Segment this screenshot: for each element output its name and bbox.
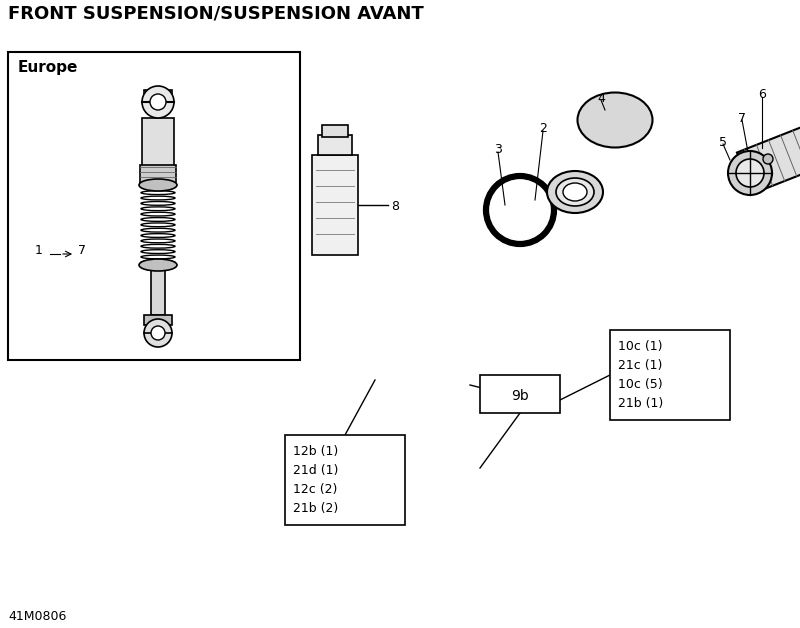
Text: 12c (2): 12c (2) [293, 483, 338, 496]
Text: 21b (1): 21b (1) [618, 397, 663, 410]
Text: 7: 7 [78, 244, 86, 256]
Text: 10c (1): 10c (1) [618, 340, 662, 353]
Bar [142, 118, 174, 185]
Bar [318, 135, 352, 155]
Text: 21b (2): 21b (2) [293, 502, 338, 515]
Ellipse shape [139, 259, 177, 271]
Text: 12b (1): 12b (1) [293, 445, 338, 458]
Bar [610, 330, 730, 420]
Text: 2: 2 [539, 122, 547, 135]
Bar [8, 52, 300, 360]
Text: 4: 4 [597, 92, 605, 105]
Text: 9b: 9b [511, 389, 529, 403]
Bar [151, 270, 165, 315]
Text: 7: 7 [738, 112, 746, 125]
Text: Europe: Europe [18, 60, 78, 75]
Bar [312, 155, 358, 255]
Bar [285, 435, 405, 525]
Bar [322, 125, 348, 137]
Circle shape [142, 86, 174, 118]
Text: 10c (5): 10c (5) [618, 378, 662, 391]
Text: 41M0806: 41M0806 [8, 610, 66, 623]
Bar [144, 315, 172, 325]
Bar [480, 375, 560, 413]
Polygon shape [737, 119, 800, 193]
Text: 5: 5 [719, 136, 727, 149]
Text: 21d (1): 21d (1) [293, 464, 338, 477]
Text: 1: 1 [35, 244, 43, 256]
Ellipse shape [578, 92, 653, 148]
Circle shape [150, 94, 166, 110]
Text: 3: 3 [494, 143, 502, 156]
Circle shape [728, 151, 772, 195]
Circle shape [763, 154, 773, 164]
Text: FRONT SUSPENSION/SUSPENSION AVANT: FRONT SUSPENSION/SUSPENSION AVANT [8, 5, 424, 23]
Circle shape [736, 159, 764, 187]
Text: 21c (1): 21c (1) [618, 359, 662, 372]
Circle shape [151, 326, 165, 340]
Circle shape [144, 319, 172, 347]
Ellipse shape [563, 183, 587, 201]
Ellipse shape [547, 171, 603, 213]
Bar [140, 165, 176, 185]
Ellipse shape [139, 179, 177, 191]
Text: 6: 6 [758, 88, 766, 101]
Text: 8: 8 [391, 200, 399, 213]
Bar [144, 90, 172, 102]
Ellipse shape [556, 178, 594, 206]
